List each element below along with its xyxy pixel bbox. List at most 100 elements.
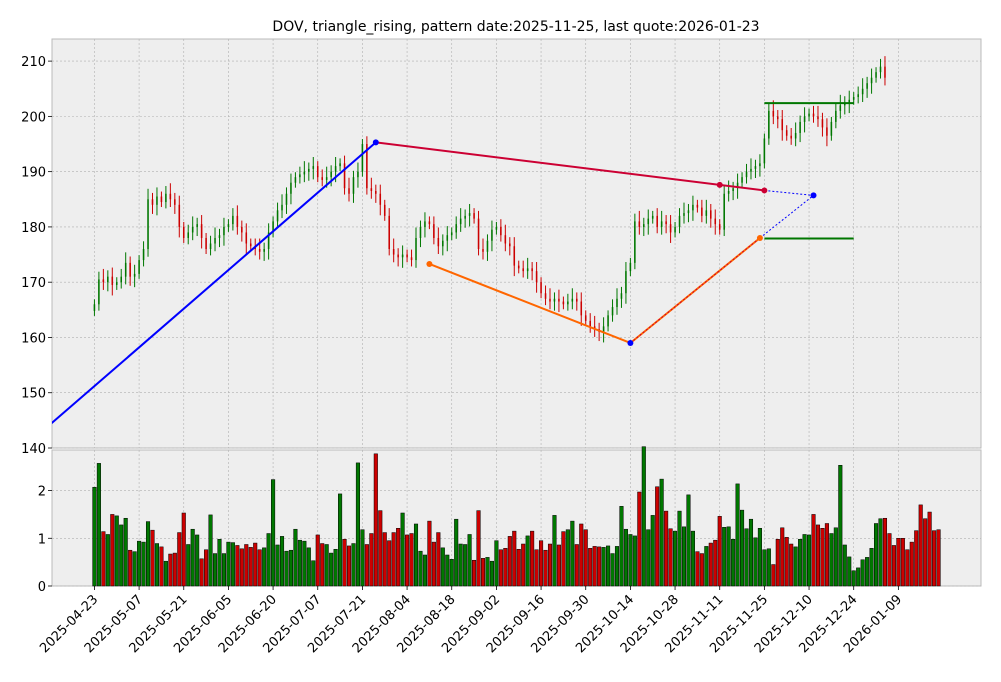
candle-body xyxy=(107,276,109,283)
volume-bar xyxy=(355,462,360,587)
volume-bar xyxy=(360,529,365,587)
volume-bar xyxy=(905,549,910,587)
volume-bar xyxy=(521,543,526,587)
price-y-tick-label: 210 xyxy=(21,55,46,70)
volume-bar xyxy=(815,524,821,587)
volume-bar xyxy=(405,534,410,587)
candle-body xyxy=(629,262,632,272)
volume-bar xyxy=(668,528,673,587)
candle-body xyxy=(379,193,382,205)
candle-body xyxy=(504,235,507,244)
volume-bar xyxy=(154,543,159,587)
volume-bar xyxy=(811,514,816,587)
volume-bar xyxy=(248,547,253,587)
volume-bar xyxy=(847,556,852,587)
candle-body xyxy=(817,116,819,120)
candle-body xyxy=(835,110,837,122)
candle-body xyxy=(696,204,699,208)
volume-bar xyxy=(96,463,101,587)
volume-bar xyxy=(731,538,736,587)
candle-body xyxy=(852,97,855,100)
candle-body xyxy=(455,224,457,233)
volume-bar xyxy=(382,532,387,587)
candle-body xyxy=(750,168,752,172)
volume-bar xyxy=(507,536,512,587)
volume-bar xyxy=(556,544,561,587)
volume-bar xyxy=(503,548,508,587)
candle-body xyxy=(544,293,547,299)
volume-bar xyxy=(744,528,749,587)
candle-body xyxy=(303,171,306,175)
volume-bar xyxy=(195,534,200,587)
volume-bar xyxy=(333,549,338,587)
candle-body xyxy=(214,237,216,244)
candle-body xyxy=(776,116,779,120)
volume-bar xyxy=(547,543,553,587)
candle-body xyxy=(522,268,524,272)
volume-bar xyxy=(413,523,419,587)
candle-body xyxy=(826,127,828,136)
candle-body xyxy=(634,221,636,263)
candle-body xyxy=(147,199,149,250)
volume-bar xyxy=(735,483,740,587)
volume-bar xyxy=(740,509,745,587)
volume-bar xyxy=(387,540,392,587)
candle-body xyxy=(339,163,341,167)
pattern-point xyxy=(756,234,763,241)
candle-body xyxy=(808,113,810,117)
volume-bar xyxy=(199,558,204,587)
pattern-line xyxy=(52,141,377,425)
volume-bar xyxy=(592,546,597,587)
candle-body xyxy=(781,119,784,131)
volume-bar xyxy=(427,520,432,587)
candle-body xyxy=(406,254,408,258)
volume-bar xyxy=(628,534,633,587)
volume-bar xyxy=(128,549,133,587)
volume-bar xyxy=(346,545,352,587)
price-y-tick-label: 170 xyxy=(21,276,46,291)
candle-body xyxy=(316,166,319,178)
volume-bar xyxy=(288,549,293,587)
volume-bar xyxy=(802,534,807,587)
candle-body xyxy=(343,163,346,189)
volume-bar xyxy=(623,528,628,587)
volume-bar xyxy=(655,486,660,587)
volume-bar xyxy=(172,552,177,587)
candle-body xyxy=(495,226,498,230)
volume-bar xyxy=(543,549,548,587)
candle-body xyxy=(187,232,190,238)
volume-bar xyxy=(463,544,468,587)
candle-body xyxy=(491,229,493,241)
candle-body xyxy=(879,66,882,73)
volume-bar xyxy=(212,553,218,587)
volume-bar xyxy=(101,531,106,587)
volume-bar xyxy=(833,527,838,587)
volume-bar xyxy=(677,510,682,587)
volume-bar xyxy=(690,530,695,587)
volume-bar xyxy=(110,514,115,587)
candle-body xyxy=(133,273,136,277)
candle-body xyxy=(745,171,748,178)
volume-bar xyxy=(311,560,316,587)
candle-body xyxy=(857,94,859,98)
candle-body xyxy=(643,224,645,227)
volume-bar xyxy=(476,510,481,587)
candle-body xyxy=(160,196,163,203)
volume-bar xyxy=(793,546,798,587)
candle-body xyxy=(232,215,234,225)
candle-body xyxy=(200,224,203,238)
volume-bar xyxy=(807,534,812,587)
volume-bar xyxy=(123,517,128,587)
candle-body xyxy=(424,221,426,227)
price-y-tick-label: 180 xyxy=(21,221,46,236)
volume-bar xyxy=(489,560,494,587)
candle-body xyxy=(388,215,390,250)
candle-body xyxy=(169,193,172,200)
candle-body xyxy=(446,235,449,241)
candle-body xyxy=(178,204,181,227)
volume-bar xyxy=(932,530,937,587)
volume-bar xyxy=(467,534,472,587)
volume-bar xyxy=(114,515,119,587)
volume-bar xyxy=(137,540,142,587)
candle-body xyxy=(375,190,377,194)
